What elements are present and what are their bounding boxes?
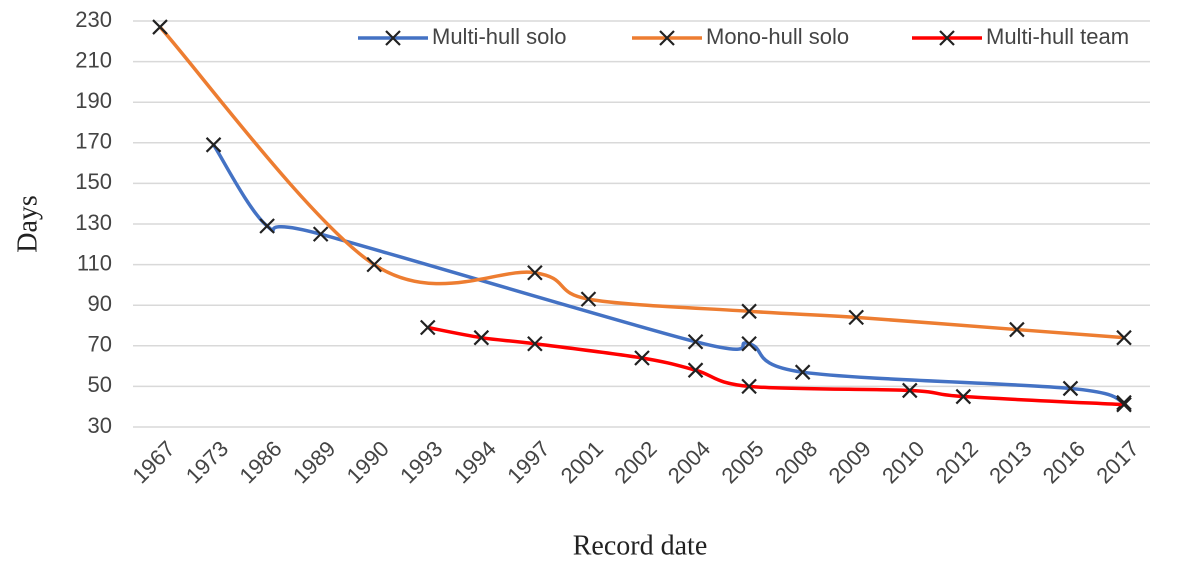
marker [1062,380,1079,397]
y-tick-label: 210 [75,47,112,72]
x-tick-label: 2009 [824,436,876,488]
marker [366,256,382,273]
y-tick-label: 130 [75,210,112,235]
marker-cross [580,291,597,307]
y-tick-label: 190 [75,88,112,113]
y-tick-label: 230 [75,7,112,32]
x-tick-label: 1973 [181,436,233,488]
marker-cross [687,333,704,350]
x-tick-label: 2001 [556,436,608,488]
marker [634,350,650,366]
marker [939,30,955,46]
marker-cross [741,378,757,395]
marker-cross [794,364,811,380]
y-tick-label: 50 [88,372,112,397]
x-axis-title: Record date [573,530,708,561]
marker [527,264,543,281]
marker [420,319,436,336]
y-tick-label: 150 [75,169,112,194]
x-tick-label: 1989 [288,436,340,488]
x-tick-label: 1967 [127,436,179,488]
legend-label: Mono-hull solo [706,24,849,49]
y-tick-label: 90 [88,291,112,316]
series-line [158,25,1125,340]
marker [152,19,168,35]
y-tick-label: 110 [77,250,112,275]
marker [848,309,864,326]
x-tick-label: 2016 [1038,436,1090,488]
marker-cross [687,362,704,378]
marker-cross [473,329,490,346]
y-tick-label: 170 [75,129,112,154]
x-tick-label: 2002 [609,436,661,488]
x-tick-label: 2013 [984,436,1036,488]
marker-cross [741,335,757,352]
y-tick-label: 30 [88,413,112,438]
x-tick-label: 2012 [931,436,983,488]
marker-cross [366,256,382,273]
marker [902,382,918,399]
marker [312,226,329,242]
series-line [212,143,1125,405]
marker [205,137,222,153]
marker-cross [385,30,401,46]
marker [741,303,757,320]
marker-cross [152,19,168,35]
marker-cross [634,350,650,366]
y-axis-title: Days [12,195,43,253]
x-tick-label: 1997 [502,436,554,488]
marker-cross [659,30,675,46]
marker-cross [527,264,543,281]
marker-cross [955,388,972,405]
marker [687,333,704,350]
marker [473,329,490,346]
marker-cross [1062,380,1079,397]
x-tick-label: 2004 [663,436,715,488]
marker-cross [527,335,543,352]
marker-cross [1116,396,1132,413]
legend-label: Multi-hull team [986,24,1129,49]
marker [741,335,757,352]
marker [1009,321,1025,338]
x-tick-label: 1994 [449,436,501,488]
marker [259,218,275,234]
x-tick-label: 1993 [395,436,447,488]
marker [1116,329,1132,346]
legend-label: Multi-hull solo [432,24,567,49]
marker-cross [420,319,436,336]
marker-cross [848,309,864,326]
x-tick-label: 1990 [342,436,394,488]
marker-cross [312,226,329,242]
x-tick-label: 1986 [234,436,286,488]
marker [580,291,597,307]
y-tick-label: 70 [88,332,112,357]
x-tick-label: 2005 [716,436,768,488]
marker [527,335,543,352]
marker [385,30,401,46]
marker-cross [259,218,275,234]
marker-cross [1009,321,1025,338]
marker [687,362,704,378]
marker-cross [1116,394,1132,411]
marker [1116,396,1132,413]
marker [741,378,757,395]
marker [955,388,972,405]
marker [1116,394,1132,411]
marker-cross [1116,329,1132,346]
marker-cross [741,303,757,320]
x-tick-label: 2017 [1091,436,1143,488]
marker-cross [939,30,955,46]
marker-cross [902,382,918,399]
marker [659,30,675,46]
marker-cross [205,137,222,153]
marker [794,364,811,380]
x-tick-label: 2008 [770,436,822,488]
x-tick-label: 2010 [877,436,929,488]
